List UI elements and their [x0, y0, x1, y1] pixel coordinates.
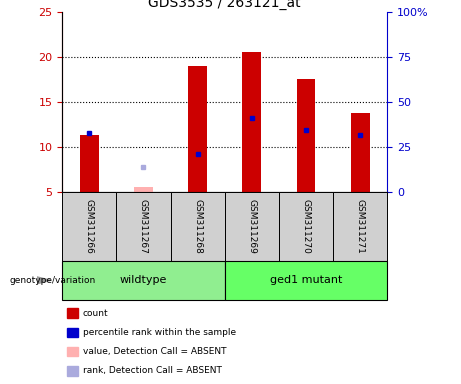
Text: ged1 mutant: ged1 mutant: [270, 275, 342, 285]
Bar: [351, 113, 370, 192]
Text: value, Detection Call = ABSENT: value, Detection Call = ABSENT: [83, 347, 226, 356]
Bar: [134, 187, 153, 192]
Bar: [225, 192, 279, 261]
Text: genotype/variation: genotype/variation: [9, 276, 95, 285]
Bar: [80, 135, 99, 192]
Bar: [62, 261, 225, 300]
Bar: [296, 79, 315, 192]
Polygon shape: [37, 277, 51, 284]
Bar: [279, 192, 333, 261]
Bar: [225, 261, 387, 300]
Text: GSM311267: GSM311267: [139, 199, 148, 254]
Text: GSM311268: GSM311268: [193, 199, 202, 254]
Bar: [62, 192, 116, 261]
Text: rank, Detection Call = ABSENT: rank, Detection Call = ABSENT: [83, 366, 222, 376]
Text: count: count: [83, 309, 109, 318]
Bar: [116, 192, 171, 261]
Bar: [333, 192, 387, 261]
Text: GSM311269: GSM311269: [247, 199, 256, 254]
Bar: [242, 52, 261, 192]
Text: GSM311271: GSM311271: [355, 199, 365, 254]
Bar: [188, 66, 207, 192]
Title: GDS3535 / 263121_at: GDS3535 / 263121_at: [148, 0, 301, 10]
Bar: [171, 192, 225, 261]
Text: wildtype: wildtype: [120, 275, 167, 285]
Text: percentile rank within the sample: percentile rank within the sample: [83, 328, 236, 337]
Text: GSM311266: GSM311266: [85, 199, 94, 254]
Text: GSM311270: GSM311270: [301, 199, 311, 254]
